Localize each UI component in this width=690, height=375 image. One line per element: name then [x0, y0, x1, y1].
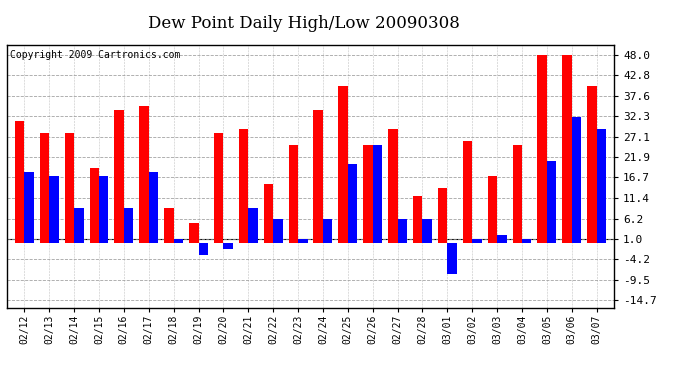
Bar	[239, 129, 248, 243]
Bar	[373, 145, 382, 243]
Bar	[438, 188, 447, 243]
Bar	[348, 165, 357, 243]
Bar	[189, 223, 199, 243]
Bar	[572, 117, 581, 243]
Bar	[298, 239, 308, 243]
Bar	[149, 172, 158, 243]
Bar	[388, 129, 397, 243]
Bar	[323, 219, 333, 243]
Bar	[115, 110, 124, 243]
Bar	[49, 176, 59, 243]
Bar	[513, 145, 522, 243]
Bar	[65, 133, 74, 243]
Bar	[224, 243, 233, 249]
Bar	[139, 106, 149, 243]
Bar	[562, 55, 572, 243]
Bar	[164, 208, 174, 243]
Bar	[463, 141, 472, 243]
Bar	[288, 145, 298, 243]
Bar	[522, 239, 531, 243]
Bar	[124, 208, 133, 243]
Text: Dew Point Daily High/Low 20090308: Dew Point Daily High/Low 20090308	[148, 15, 460, 32]
Bar	[273, 219, 283, 243]
Bar	[547, 160, 556, 243]
Bar	[99, 176, 108, 243]
Bar	[264, 184, 273, 243]
Bar	[447, 243, 457, 274]
Bar	[214, 133, 224, 243]
Bar	[248, 208, 258, 243]
Bar	[40, 133, 49, 243]
Bar	[472, 239, 482, 243]
Bar	[597, 129, 606, 243]
Bar	[363, 145, 373, 243]
Bar	[313, 110, 323, 243]
Bar	[338, 86, 348, 243]
Bar	[497, 235, 506, 243]
Bar	[488, 176, 497, 243]
Bar	[397, 219, 407, 243]
Bar	[587, 86, 597, 243]
Bar	[24, 172, 34, 243]
Text: Copyright 2009 Cartronics.com: Copyright 2009 Cartronics.com	[10, 50, 180, 60]
Bar	[174, 239, 183, 243]
Bar	[422, 219, 432, 243]
Bar	[538, 55, 547, 243]
Bar	[413, 196, 422, 243]
Bar	[199, 243, 208, 255]
Bar	[74, 208, 83, 243]
Bar	[90, 168, 99, 243]
Bar	[15, 122, 24, 243]
